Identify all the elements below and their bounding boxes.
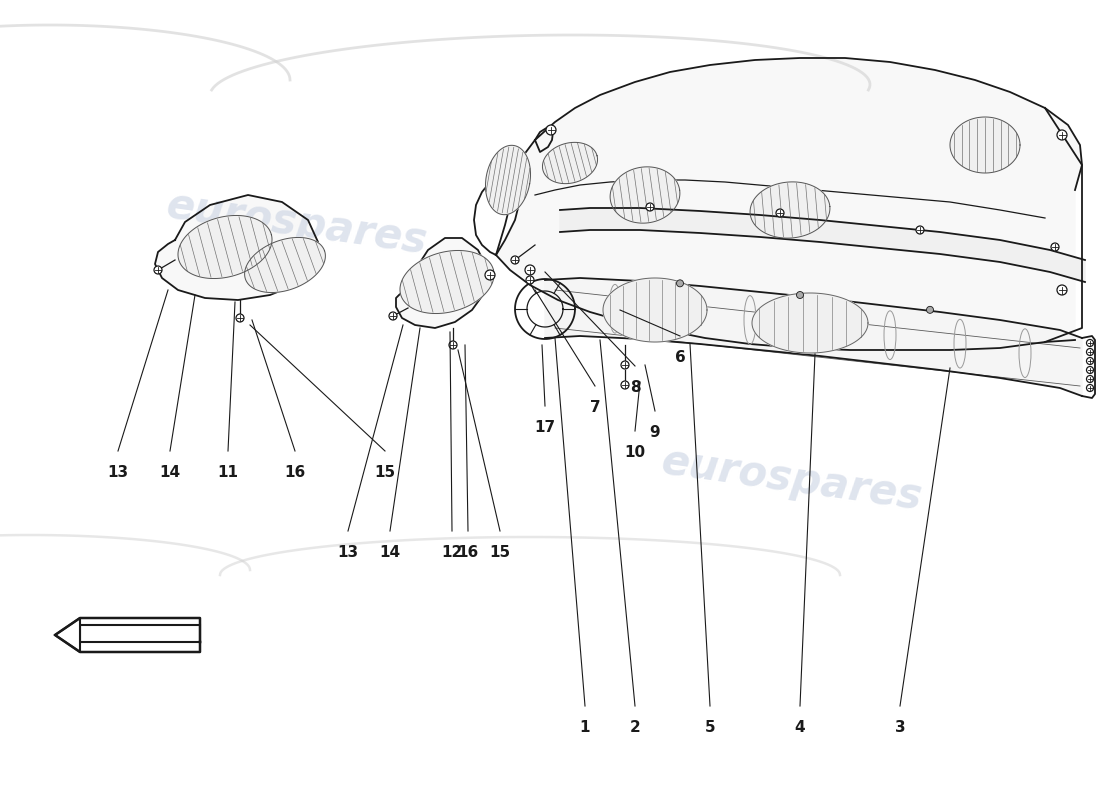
Circle shape (1087, 349, 1093, 355)
Text: 13: 13 (108, 465, 129, 480)
Circle shape (236, 314, 244, 322)
Text: 13: 13 (338, 545, 359, 560)
Text: 7: 7 (590, 400, 601, 415)
Text: 1: 1 (580, 720, 591, 735)
Circle shape (1087, 385, 1093, 391)
Text: 15: 15 (490, 545, 510, 560)
Circle shape (546, 125, 556, 135)
Text: 9: 9 (650, 425, 660, 440)
Polygon shape (396, 238, 488, 328)
Circle shape (1057, 285, 1067, 295)
Circle shape (676, 280, 683, 287)
Circle shape (776, 209, 784, 217)
Circle shape (1087, 366, 1093, 374)
Circle shape (621, 361, 629, 369)
Polygon shape (55, 618, 80, 652)
Text: 14: 14 (160, 465, 180, 480)
Polygon shape (544, 278, 1082, 396)
Circle shape (485, 270, 495, 280)
Polygon shape (560, 208, 1085, 282)
Circle shape (1087, 339, 1093, 346)
Text: 16: 16 (458, 545, 478, 560)
Circle shape (525, 265, 535, 275)
Text: 6: 6 (674, 350, 685, 365)
Polygon shape (542, 142, 597, 184)
Circle shape (512, 256, 519, 264)
Text: 17: 17 (535, 420, 556, 435)
Text: 4: 4 (794, 720, 805, 735)
Text: 14: 14 (379, 545, 400, 560)
Text: 15: 15 (374, 465, 396, 480)
Polygon shape (603, 278, 707, 342)
Circle shape (1087, 375, 1093, 382)
Text: eurospares: eurospares (164, 185, 430, 263)
Text: 10: 10 (625, 445, 646, 460)
Circle shape (926, 306, 934, 314)
Polygon shape (178, 215, 272, 278)
Text: eurospares: eurospares (659, 441, 925, 519)
Circle shape (1057, 130, 1067, 140)
Polygon shape (750, 182, 829, 238)
Text: 3: 3 (894, 720, 905, 735)
Polygon shape (485, 146, 530, 214)
Polygon shape (80, 625, 200, 642)
Circle shape (1087, 358, 1093, 365)
Text: 5: 5 (705, 720, 715, 735)
Text: 12: 12 (441, 545, 463, 560)
Polygon shape (496, 58, 1082, 350)
Circle shape (796, 291, 803, 298)
Circle shape (916, 226, 924, 234)
Polygon shape (950, 117, 1020, 173)
Polygon shape (244, 238, 326, 293)
Polygon shape (155, 195, 318, 300)
Text: 8: 8 (629, 380, 640, 395)
Circle shape (646, 203, 654, 211)
Circle shape (389, 312, 397, 320)
Text: 11: 11 (218, 465, 239, 480)
Polygon shape (610, 167, 680, 223)
Circle shape (1050, 243, 1059, 251)
Circle shape (526, 276, 534, 284)
Text: 16: 16 (285, 465, 306, 480)
Circle shape (449, 341, 456, 349)
Text: 2: 2 (629, 720, 640, 735)
Polygon shape (752, 293, 868, 353)
Polygon shape (55, 618, 200, 652)
Circle shape (621, 381, 629, 389)
Polygon shape (400, 250, 494, 314)
Circle shape (154, 266, 162, 274)
